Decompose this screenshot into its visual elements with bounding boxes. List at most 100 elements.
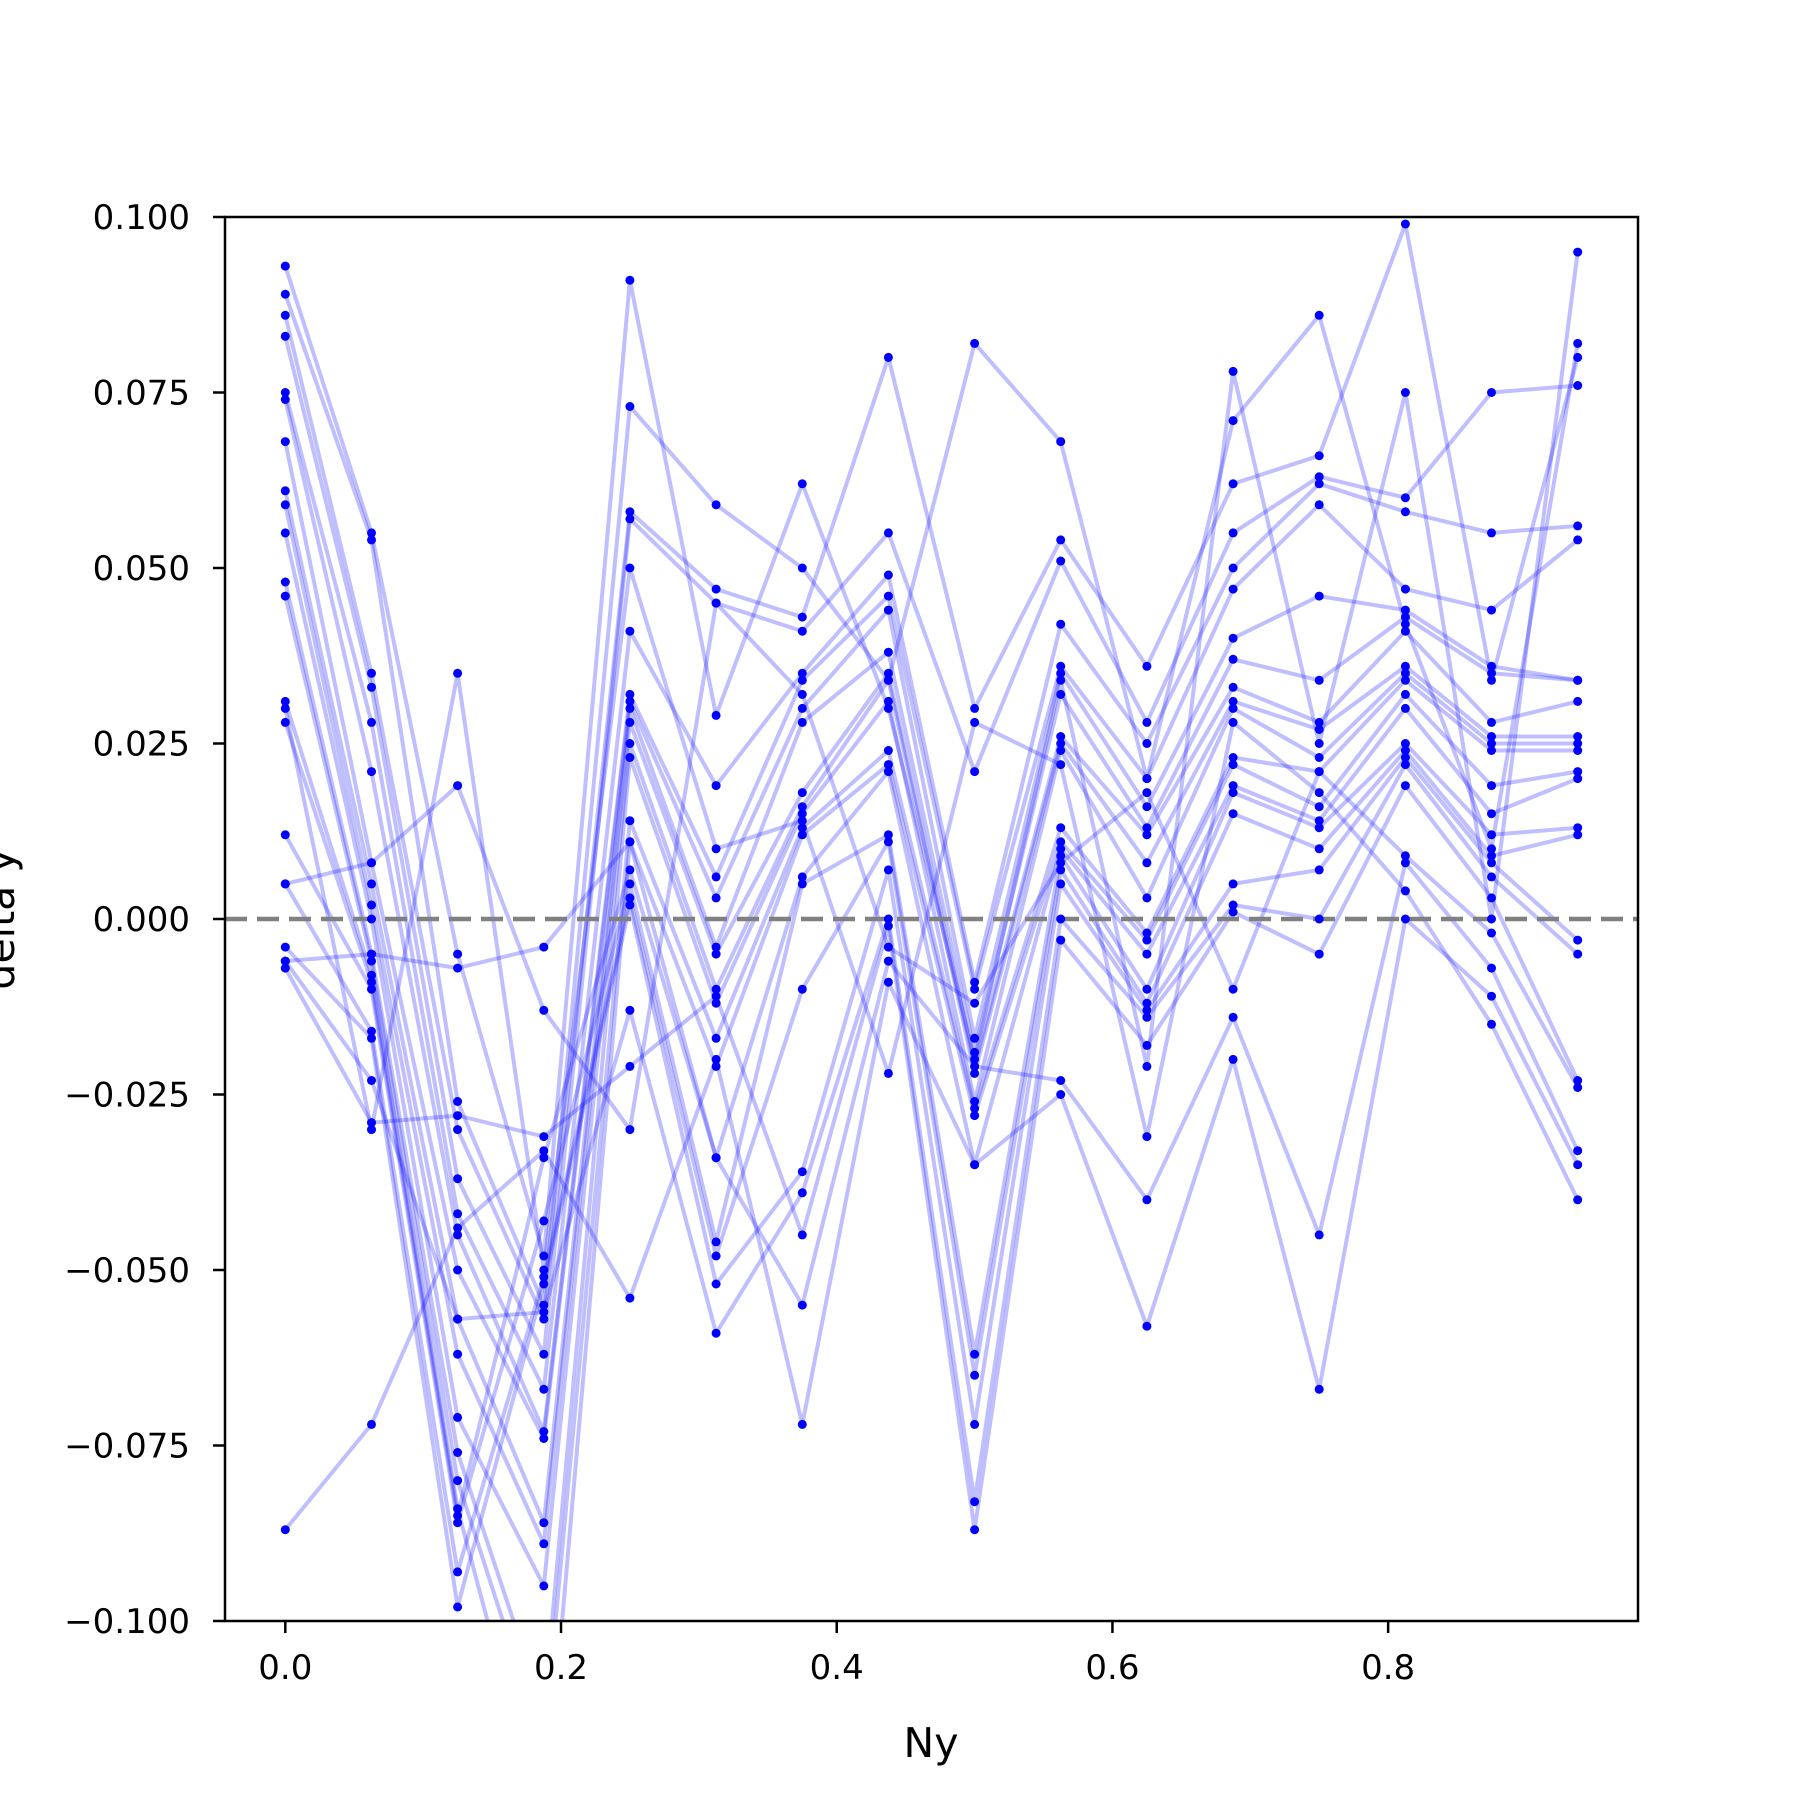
data-point-17-3 xyxy=(453,1602,463,1612)
series-layer xyxy=(283,222,1580,1621)
data-point-14-3 xyxy=(453,1511,463,1521)
data-point-5-12 xyxy=(1228,563,1238,573)
data-point-11-8 xyxy=(883,696,893,706)
data-point-22-9 xyxy=(970,1160,980,1170)
data-point-18-13 xyxy=(1314,914,1324,924)
data-point-21-8 xyxy=(883,956,893,966)
data-point-2-12 xyxy=(1228,416,1238,426)
data-point-2-6 xyxy=(711,500,721,510)
data-point-19-16 xyxy=(1573,1076,1583,1085)
data-point-16-8 xyxy=(883,837,893,847)
series-line-15 xyxy=(283,741,1578,1525)
data-point-16-14 xyxy=(1400,746,1410,755)
data-point-10-9 xyxy=(970,1068,980,1078)
data-point-19-2 xyxy=(367,1118,376,1128)
x-tick-label: 0.2 xyxy=(534,1648,588,1688)
data-point-6-14 xyxy=(1400,584,1410,594)
data-point-13-10 xyxy=(1056,837,1066,847)
data-point-4-16 xyxy=(1573,381,1583,390)
data-point-12-11 xyxy=(1142,928,1152,938)
data-point-11-15 xyxy=(1487,739,1496,748)
data-point-1-4 xyxy=(539,1251,549,1261)
data-point-22-10 xyxy=(1056,1090,1066,1099)
data-point-6-10 xyxy=(1056,661,1066,671)
data-point-10-5 xyxy=(625,739,635,748)
series-line-5 xyxy=(283,391,1578,1392)
data-point-17-10 xyxy=(1056,879,1066,889)
data-point-8-6 xyxy=(711,942,721,952)
series-line-11 xyxy=(283,581,1578,1621)
data-point-10-13 xyxy=(1314,725,1324,734)
data-point-15-14 xyxy=(1400,739,1410,748)
data-point-23-10 xyxy=(1056,760,1066,770)
data-point-5-16 xyxy=(1573,521,1583,531)
data-point-8-10 xyxy=(1056,689,1066,699)
data-point-21-16 xyxy=(1573,1146,1583,1156)
data-point-10-3 xyxy=(453,1412,463,1422)
x-tick-label: 0.8 xyxy=(1361,1648,1415,1688)
data-point-2-9 xyxy=(970,338,980,348)
data-point-15-5 xyxy=(625,879,635,889)
data-point-22-13 xyxy=(1314,1384,1324,1394)
data-point-4-1 xyxy=(280,331,290,341)
data-point-10-2 xyxy=(367,914,376,924)
data-point-10-4 xyxy=(539,1581,549,1591)
data-point-13-16 xyxy=(1573,767,1583,777)
data-point-17-12 xyxy=(1228,879,1238,889)
data-point-18-8 xyxy=(883,914,893,924)
data-point-20-16 xyxy=(1573,1083,1583,1092)
data-point-6-15 xyxy=(1487,605,1496,615)
data-point-22-8 xyxy=(883,977,893,987)
data-point-17-9 xyxy=(970,1419,980,1429)
data-point-2-5 xyxy=(625,402,635,411)
data-point-15-2 xyxy=(367,984,376,994)
data-point-19-6 xyxy=(711,991,721,1001)
data-point-22-3 xyxy=(453,1223,463,1233)
series-line-23 xyxy=(283,566,1580,1272)
data-point-23-16 xyxy=(1573,1195,1583,1205)
data-point-23-3 xyxy=(453,668,463,678)
data-point-4-8 xyxy=(883,528,893,538)
data-point-2-16 xyxy=(1573,338,1583,348)
data-point-13-15 xyxy=(1487,781,1496,791)
data-point-5-9 xyxy=(970,977,980,987)
data-point-16-7 xyxy=(797,984,807,994)
data-point-3-16 xyxy=(1573,352,1583,362)
data-point-1-16 xyxy=(1573,247,1583,257)
data-point-23-12 xyxy=(1228,717,1238,727)
data-point-3-12 xyxy=(1228,479,1238,489)
data-point-15-7 xyxy=(797,879,807,889)
data-point-19-9 xyxy=(970,1525,980,1535)
series-line-17 xyxy=(283,755,1580,1609)
data-point-21-3 xyxy=(453,963,463,973)
series-line-16 xyxy=(283,748,1579,1574)
data-point-17-16 xyxy=(1573,935,1583,945)
data-point-5-3 xyxy=(453,1209,463,1219)
data-point-6-9 xyxy=(970,984,980,994)
data-point-3-7 xyxy=(797,612,807,622)
data-point-22-15 xyxy=(1487,991,1496,1001)
data-point-10-14 xyxy=(1400,661,1410,671)
data-point-7-7 xyxy=(797,703,807,713)
data-point-6-2 xyxy=(367,767,376,777)
data-point-13-6 xyxy=(711,1061,721,1071)
data-point-17-11 xyxy=(1142,1005,1152,1015)
data-point-11-5 xyxy=(625,753,635,762)
data-point-5-13 xyxy=(1314,479,1324,489)
data-point-11-10 xyxy=(1056,746,1066,755)
data-point-1-1 xyxy=(280,261,290,271)
data-point-20-14 xyxy=(1400,851,1410,861)
data-point-14-1 xyxy=(280,717,290,727)
data-point-3-9 xyxy=(970,703,980,713)
data-point-18-9 xyxy=(970,1497,980,1507)
data-point-7-15 xyxy=(1487,661,1496,671)
data-point-4-2 xyxy=(367,682,376,692)
data-point-12-12 xyxy=(1228,753,1238,762)
data-point-22-5 xyxy=(625,1293,635,1303)
data-point-16-3 xyxy=(453,1567,463,1577)
data-point-23-5 xyxy=(625,563,635,573)
data-point-14-7 xyxy=(797,872,807,882)
data-point-2-2 xyxy=(367,535,376,545)
data-point-13-8 xyxy=(883,760,893,770)
